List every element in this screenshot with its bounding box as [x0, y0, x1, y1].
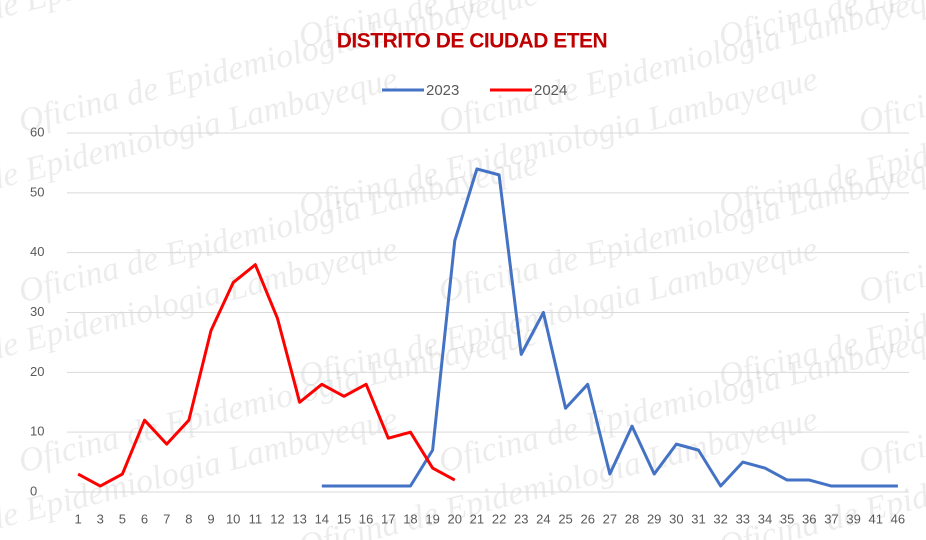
x-tick-label: 7	[163, 511, 170, 526]
x-tick-label: 25	[558, 511, 572, 526]
x-tick-label: 3	[97, 511, 104, 526]
x-tick-label: 18	[403, 511, 417, 526]
y-tick-label: 20	[30, 364, 44, 379]
y-tick-label: 50	[30, 184, 44, 199]
x-tick-label: 13	[292, 511, 306, 526]
x-tick-label: 30	[669, 511, 683, 526]
y-tick-label: 0	[30, 483, 37, 498]
x-tick-label: 32	[713, 511, 727, 526]
x-tick-label: 19	[425, 511, 439, 526]
x-tick-label: 39	[846, 511, 860, 526]
legend-label: 2023	[426, 82, 459, 99]
x-tick-label: 27	[603, 511, 617, 526]
x-tick-label: 29	[647, 511, 661, 526]
x-tick-label: 26	[580, 511, 594, 526]
x-tick-label: 14	[315, 511, 329, 526]
x-tick-label: 35	[780, 511, 794, 526]
x-tick-label: 46	[891, 511, 905, 526]
x-tick-label: 22	[492, 511, 506, 526]
x-tick-label: 10	[226, 511, 240, 526]
x-tick-label: 34	[758, 511, 772, 526]
x-tick-label: 1	[74, 511, 81, 526]
x-tick-label: 12	[270, 511, 284, 526]
x-tick-label: 11	[249, 511, 263, 526]
x-tick-label: 15	[337, 511, 351, 526]
x-tick-label: 5	[119, 511, 126, 526]
x-tick-label: 36	[802, 511, 816, 526]
x-tick-label: 41	[869, 511, 883, 526]
x-tick-label: 6	[141, 511, 148, 526]
x-tick-label: 23	[514, 511, 528, 526]
x-tick-label: 9	[207, 511, 214, 526]
x-tick-label: 8	[185, 511, 192, 526]
y-tick-label: 30	[30, 304, 44, 319]
y-tick-label: 40	[30, 244, 44, 259]
x-tick-label: 21	[470, 511, 484, 526]
x-tick-label: 24	[536, 511, 550, 526]
series-line	[321, 167, 898, 488]
y-tick-label: 60	[30, 124, 44, 139]
series-line	[77, 263, 456, 488]
chart-title: DISTRITO DE CIUDAD ETEN	[337, 30, 607, 53]
x-tick-label: 28	[625, 511, 639, 526]
legend-label: 2024	[534, 82, 567, 99]
x-tick-label: 20	[448, 511, 462, 526]
x-tick-label: 17	[381, 511, 395, 526]
x-tick-label: 33	[736, 511, 750, 526]
x-tick-label: 37	[824, 511, 838, 526]
x-tick-label: 31	[691, 511, 705, 526]
x-tick-label: 16	[359, 511, 373, 526]
y-tick-label: 10	[30, 424, 44, 439]
